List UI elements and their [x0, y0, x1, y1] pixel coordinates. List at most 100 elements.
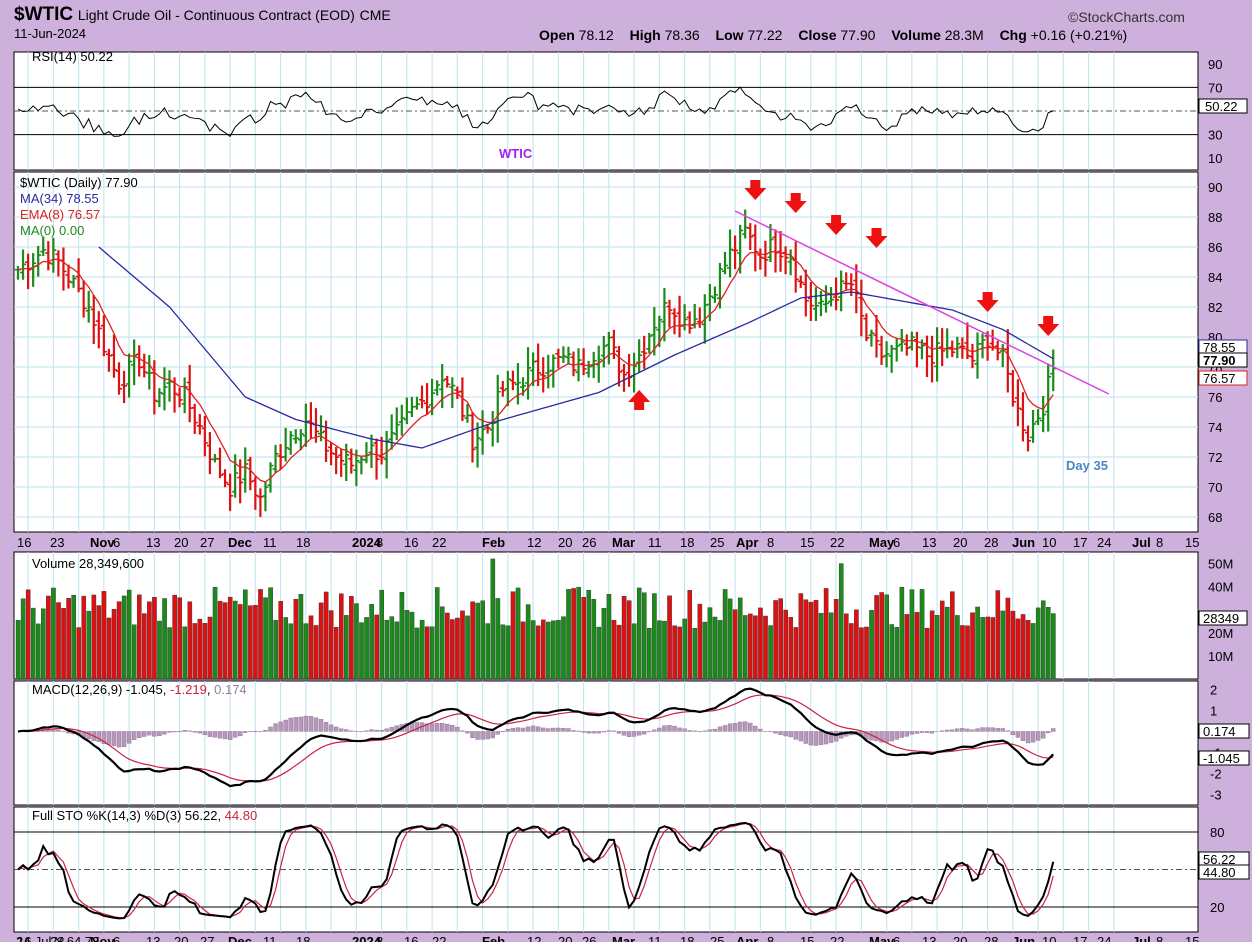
- ohlc-bar: [535, 343, 542, 387]
- macd-hist-bar: [727, 723, 733, 732]
- volume-bar: [344, 615, 349, 680]
- x-axis-label: 11: [648, 535, 662, 550]
- volume-bar: [586, 589, 592, 680]
- volume-bar: [864, 626, 869, 680]
- volume-bar: [30, 607, 36, 680]
- volume-bar: [647, 627, 652, 680]
- ohlc-bar: [65, 264, 72, 289]
- macd-hist-bar: [652, 729, 657, 732]
- volume-bar: [535, 625, 541, 680]
- x-axis-label: 22: [432, 535, 446, 550]
- volume-bar: [354, 603, 359, 680]
- ohlc-bar: [287, 431, 294, 455]
- arrow-down-icon: [744, 180, 767, 200]
- ohlc-bar: [252, 476, 259, 510]
- macd-hist-bar: [379, 730, 384, 732]
- x-axis-label: 13: [922, 535, 936, 550]
- volume-bar: [76, 627, 81, 680]
- volume-bar: [636, 587, 642, 680]
- macd-hist-bar: [333, 726, 339, 732]
- ohlc-bar: [1014, 379, 1021, 427]
- macd-hist-bar: [995, 728, 1000, 732]
- macd-hist-bar: [369, 729, 374, 732]
- volume-bar: [914, 612, 920, 680]
- volume-bar: [869, 610, 874, 680]
- macd-hist-bar: [783, 731, 788, 737]
- volume-bar: [1020, 614, 1026, 680]
- volume-bar: [950, 591, 955, 680]
- volume-bar: [849, 623, 854, 680]
- x-axis-label-bottom: 25: [710, 934, 724, 942]
- ohlc-bar: [318, 415, 324, 442]
- macd-value-tag: -1.045: [1203, 751, 1240, 766]
- ohlc-bar: [484, 424, 491, 434]
- x-axis-label-bottom: 20: [558, 934, 572, 942]
- macd-hist-bar: [450, 725, 455, 732]
- ohlc-bar: [474, 422, 481, 468]
- macd-hist-bar: [339, 728, 344, 732]
- ohlc-bar: [85, 290, 92, 323]
- ohlc-bar: [1009, 370, 1016, 407]
- volume-bar: [328, 610, 334, 680]
- macd-hist-bar: [535, 726, 541, 732]
- x-axis-label-bottom: 8: [1156, 934, 1163, 942]
- ohlc-bar: [939, 328, 946, 367]
- volume-bar: [283, 617, 289, 680]
- volume-bar: [899, 587, 905, 680]
- macd-hist-bar: [344, 729, 349, 732]
- volume-bar: [662, 620, 667, 680]
- ohlc-bar: [242, 447, 249, 493]
- volume-bar: [349, 596, 354, 680]
- macd-value-tag: 0.174: [1203, 724, 1236, 739]
- price-value-tag: 77.90: [1198, 352, 1248, 368]
- volume-bar: [147, 601, 152, 680]
- macd-hist-bar: [243, 731, 248, 733]
- macd-hist-bar: [217, 731, 223, 739]
- macd-hist-bar: [187, 730, 192, 732]
- volume-bar: [384, 619, 390, 680]
- macd-hist-bar: [162, 731, 167, 735]
- rsi-tick-label: 30: [1208, 128, 1222, 143]
- volume-value-tag: 28349: [1203, 611, 1239, 626]
- ohlc-readout: Open 78.12 High 78.36 Low 77.22 Close 77…: [539, 27, 1128, 43]
- volume-bar: [778, 598, 783, 680]
- ohlc-bar: [929, 335, 936, 383]
- ohlc-bar: [873, 314, 880, 358]
- volume-bar: [1045, 607, 1051, 680]
- x-axis-label-bottom: 6: [113, 934, 120, 942]
- price-legend-item: $WTIC (Daily) 77.90: [20, 175, 138, 190]
- volume-bar: [707, 607, 713, 680]
- x-axis-label-bottom: 8: [767, 934, 774, 942]
- volume-bar: [394, 621, 400, 680]
- volume-bar: [682, 618, 687, 680]
- macd-hist-bar: [328, 724, 334, 732]
- ma34-line: [98, 246, 1054, 449]
- macd-hist-bar: [737, 721, 743, 732]
- sto-label-d: 44.80: [225, 808, 258, 823]
- ohlc-bar: [812, 287, 819, 321]
- macd-hist-bar: [778, 731, 783, 736]
- x-axis-label: 8: [1156, 535, 1163, 550]
- x-axis-label: 20: [174, 535, 188, 550]
- ohlc-bar: [762, 240, 769, 277]
- macd-hist-bar: [879, 731, 884, 743]
- ohlc-bar: [585, 360, 592, 378]
- volume-bar: [71, 595, 76, 680]
- ema8-line: [17, 250, 1054, 483]
- rsi-tick-label: 70: [1208, 80, 1222, 95]
- x-axis-label-bottom: Jul: [1132, 934, 1151, 942]
- ohlc-bar: [131, 339, 138, 386]
- macd-hist-bar: [732, 723, 738, 732]
- macd-hist-bar: [152, 731, 157, 737]
- ohlc-bar: [787, 249, 794, 276]
- ohlc-bar: [782, 246, 789, 275]
- volume-bar: [546, 621, 551, 680]
- tag-box: [1198, 370, 1248, 386]
- ohlc-bar: [413, 396, 420, 410]
- volume-bar: [525, 604, 531, 680]
- ohlc-bar: [383, 430, 390, 479]
- x-axis-label: Apr: [736, 535, 758, 550]
- macd-hist-bar: [1020, 731, 1026, 741]
- ohlc-bar: [30, 253, 37, 287]
